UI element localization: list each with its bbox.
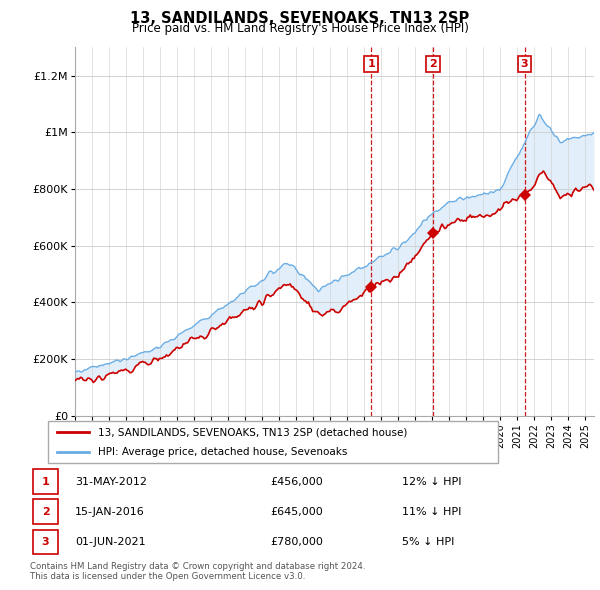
Text: 31-MAY-2012: 31-MAY-2012 [75,477,147,487]
Text: 13, SANDILANDS, SEVENOAKS, TN13 2SP (detached house): 13, SANDILANDS, SEVENOAKS, TN13 2SP (det… [97,427,407,437]
Text: 2: 2 [42,507,49,517]
Text: 3: 3 [42,537,49,547]
Text: £456,000: £456,000 [270,477,323,487]
Text: 3: 3 [521,59,529,69]
Text: 1: 1 [42,477,49,487]
Text: 1: 1 [368,59,376,69]
Text: 11% ↓ HPI: 11% ↓ HPI [402,507,461,517]
Text: Price paid vs. HM Land Registry's House Price Index (HPI): Price paid vs. HM Land Registry's House … [131,22,469,35]
Text: 5% ↓ HPI: 5% ↓ HPI [402,537,454,547]
Text: 2: 2 [429,59,437,69]
Text: £780,000: £780,000 [270,537,323,547]
Text: Contains HM Land Registry data © Crown copyright and database right 2024.
This d: Contains HM Land Registry data © Crown c… [30,562,365,581]
Text: 13, SANDILANDS, SEVENOAKS, TN13 2SP: 13, SANDILANDS, SEVENOAKS, TN13 2SP [130,11,470,25]
Text: HPI: Average price, detached house, Sevenoaks: HPI: Average price, detached house, Seve… [97,447,347,457]
Text: 01-JUN-2021: 01-JUN-2021 [75,537,146,547]
Text: 15-JAN-2016: 15-JAN-2016 [75,507,145,517]
Text: 12% ↓ HPI: 12% ↓ HPI [402,477,461,487]
Text: £645,000: £645,000 [270,507,323,517]
